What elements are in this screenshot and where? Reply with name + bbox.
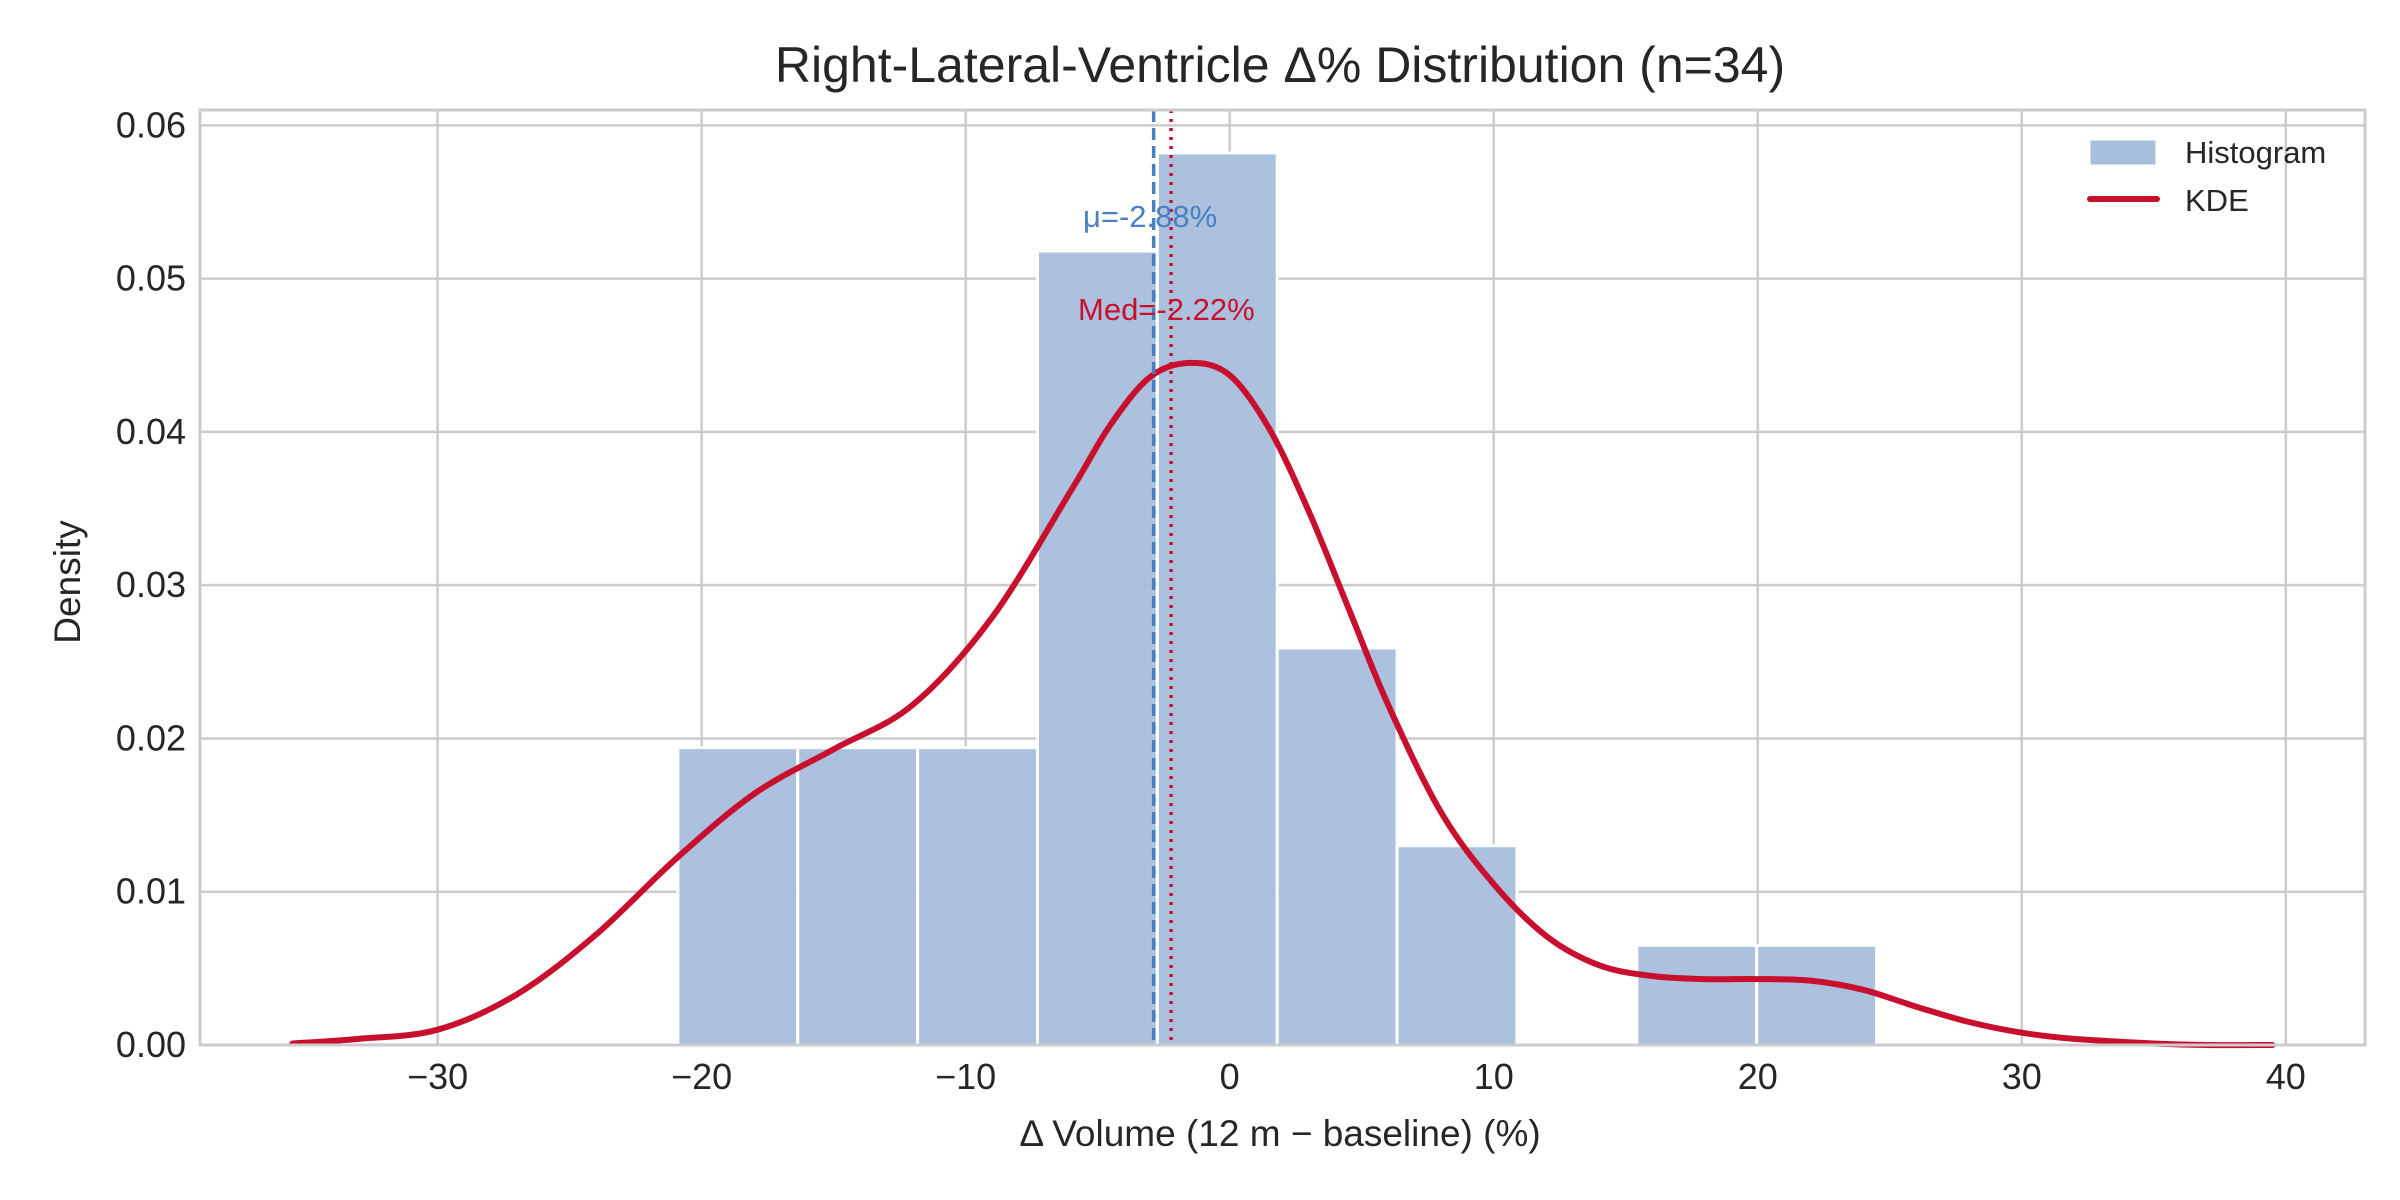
histogram-bar-2: [916, 746, 1039, 1047]
histogram-bar-9: [1755, 943, 1879, 1047]
x-tick-label-4: 10: [1474, 1056, 1514, 1097]
y-axis-label: Density: [47, 520, 88, 644]
x-tick-label-1: −20: [671, 1056, 732, 1097]
reference-lines: [1151, 110, 1173, 1045]
histogram-bar-8: [1635, 943, 1759, 1047]
y-tick-label-1: 0.01: [116, 871, 186, 912]
y-tick-labels: 0.00 0.01 0.02 0.03 0.04 0.05 0.06: [116, 104, 186, 1065]
mean-annotation: μ=-2.88%: [1083, 199, 1217, 234]
x-tick-label-3: 0: [1220, 1056, 1240, 1097]
histogram-bar-6: [1395, 844, 1519, 1047]
x-axis-label: Δ Volume (12 m − baseline) (%): [1019, 1113, 1540, 1154]
histogram-bar-5: [1275, 646, 1399, 1047]
y-tick-label-0: 0.00: [116, 1024, 186, 1065]
y-tick-label-6: 0.06: [116, 104, 186, 145]
legend-kde-label: KDE: [2185, 183, 2249, 218]
y-tick-label-4: 0.04: [116, 411, 186, 452]
legend: Histogram KDE: [2087, 135, 2326, 218]
x-tick-label-6: 30: [2002, 1056, 2042, 1097]
x-tick-label-5: 20: [1738, 1056, 1778, 1097]
x-tick-label-2: −10: [935, 1056, 996, 1097]
plot-frame: [198, 108, 2367, 1047]
y-tick-label-2: 0.02: [116, 717, 186, 758]
median-annotation: Med=-2.22%: [1078, 292, 1255, 327]
kde-layer: [289, 359, 2276, 1049]
legend-histogram-swatch: [2089, 139, 2157, 166]
histogram-bar-4: [1155, 151, 1279, 1047]
x-tick-label-7: 40: [2266, 1056, 2306, 1097]
chart-title: Right-Lateral-Ventricle Δ% Distribution …: [775, 37, 1785, 93]
kde-curve: [289, 359, 2276, 1049]
x-tick-labels: −30 −20 −10 0 10 20 30 40: [407, 1056, 2306, 1097]
axes-frame: [198, 108, 2367, 1047]
grid-layer: [200, 110, 2365, 1047]
histogram-bar-3: [1035, 249, 1159, 1047]
x-tick-label-0: −30: [407, 1056, 468, 1097]
histogram-bars: [676, 151, 1879, 1047]
legend-histogram-label: Histogram: [2185, 135, 2326, 170]
y-tick-label-5: 0.05: [116, 258, 186, 299]
histogram-bar-1: [796, 746, 920, 1047]
y-tick-label-3: 0.03: [116, 564, 186, 605]
histogram-bar-0: [676, 746, 800, 1047]
